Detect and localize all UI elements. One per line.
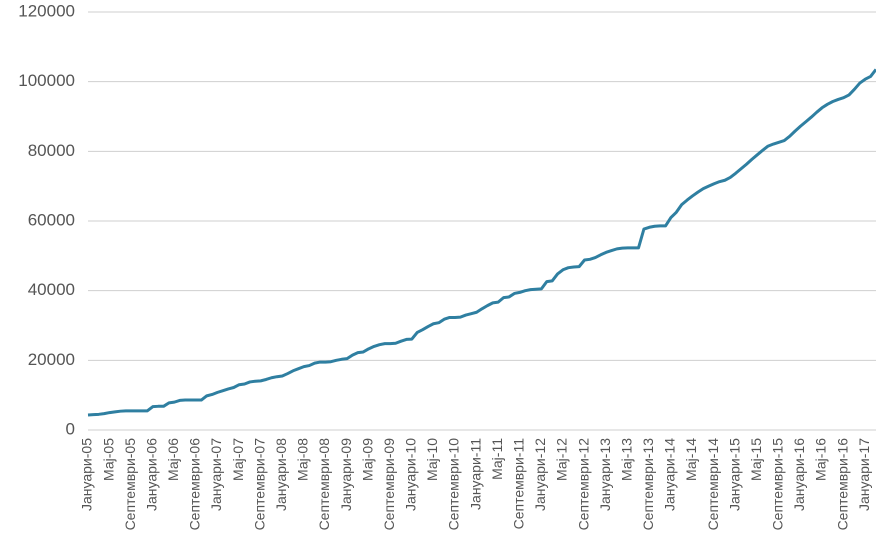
x-tick-label: Јануари-10 [403, 438, 419, 511]
x-tick-label: Мај-08 [295, 438, 311, 481]
x-tick-label: Септември-13 [640, 438, 656, 531]
x-tick-label: Мај-12 [554, 438, 570, 481]
x-tick-label: Мај-15 [748, 438, 764, 481]
y-tick-label: 100000 [18, 71, 75, 90]
x-tick-label: Септември-10 [446, 438, 462, 531]
x-tick-label: Јануари-07 [208, 438, 224, 511]
x-tick-label: Јануари-13 [597, 438, 613, 511]
x-tick-label: Септември-08 [316, 438, 332, 531]
y-tick-label: 120000 [18, 1, 75, 20]
x-tick-label: Септември-15 [770, 438, 786, 531]
x-tick-label: Јануари-14 [662, 438, 678, 511]
x-tick-label: Мај-09 [359, 438, 375, 481]
x-tick-label: Мај-06 [165, 438, 181, 481]
x-tick-label: Јануари-15 [726, 438, 742, 511]
x-tick-label: Мај-07 [230, 438, 246, 481]
x-tick-label: Септември-14 [705, 438, 721, 531]
x-tick-label: Септември-07 [251, 438, 267, 531]
x-tick-label: Септември-11 [510, 438, 526, 530]
x-tick-label: Септември-05 [122, 438, 138, 531]
y-tick-label: 40000 [28, 280, 75, 299]
x-tick-label: Мај-05 [100, 438, 116, 481]
x-tick-label: Јануари-09 [338, 438, 354, 511]
x-tick-label: Јануари-16 [791, 438, 807, 511]
x-tick-label: Јануари-17 [856, 438, 872, 511]
x-tick-label: Јануари-11 [467, 438, 483, 510]
x-tick-label: Јануари-05 [79, 438, 95, 511]
x-tick-label: Септември-06 [187, 438, 203, 531]
x-tick-label: Септември-16 [834, 438, 850, 531]
data-line [87, 68, 876, 417]
x-tick-label: Јануари-08 [273, 438, 289, 511]
y-tick-label: 60000 [28, 210, 75, 229]
x-tick-label: Мај-14 [683, 438, 699, 481]
x-tick-label: Јануари-06 [143, 438, 159, 511]
y-tick-label: 0 [66, 419, 75, 438]
x-tick-label: Мај-10 [424, 438, 440, 481]
y-tick-label: 80000 [28, 141, 75, 160]
x-tick-label: Мај-16 [813, 438, 829, 481]
x-tick-label: Септември-12 [575, 438, 591, 531]
y-tick-label: 20000 [28, 350, 75, 369]
x-tick-label: Септември-09 [381, 438, 397, 531]
x-tick-label: Мај-13 [618, 438, 634, 481]
x-tick-label: Мај-11 [489, 438, 505, 480]
x-tick-label: Јануари-12 [532, 438, 548, 511]
